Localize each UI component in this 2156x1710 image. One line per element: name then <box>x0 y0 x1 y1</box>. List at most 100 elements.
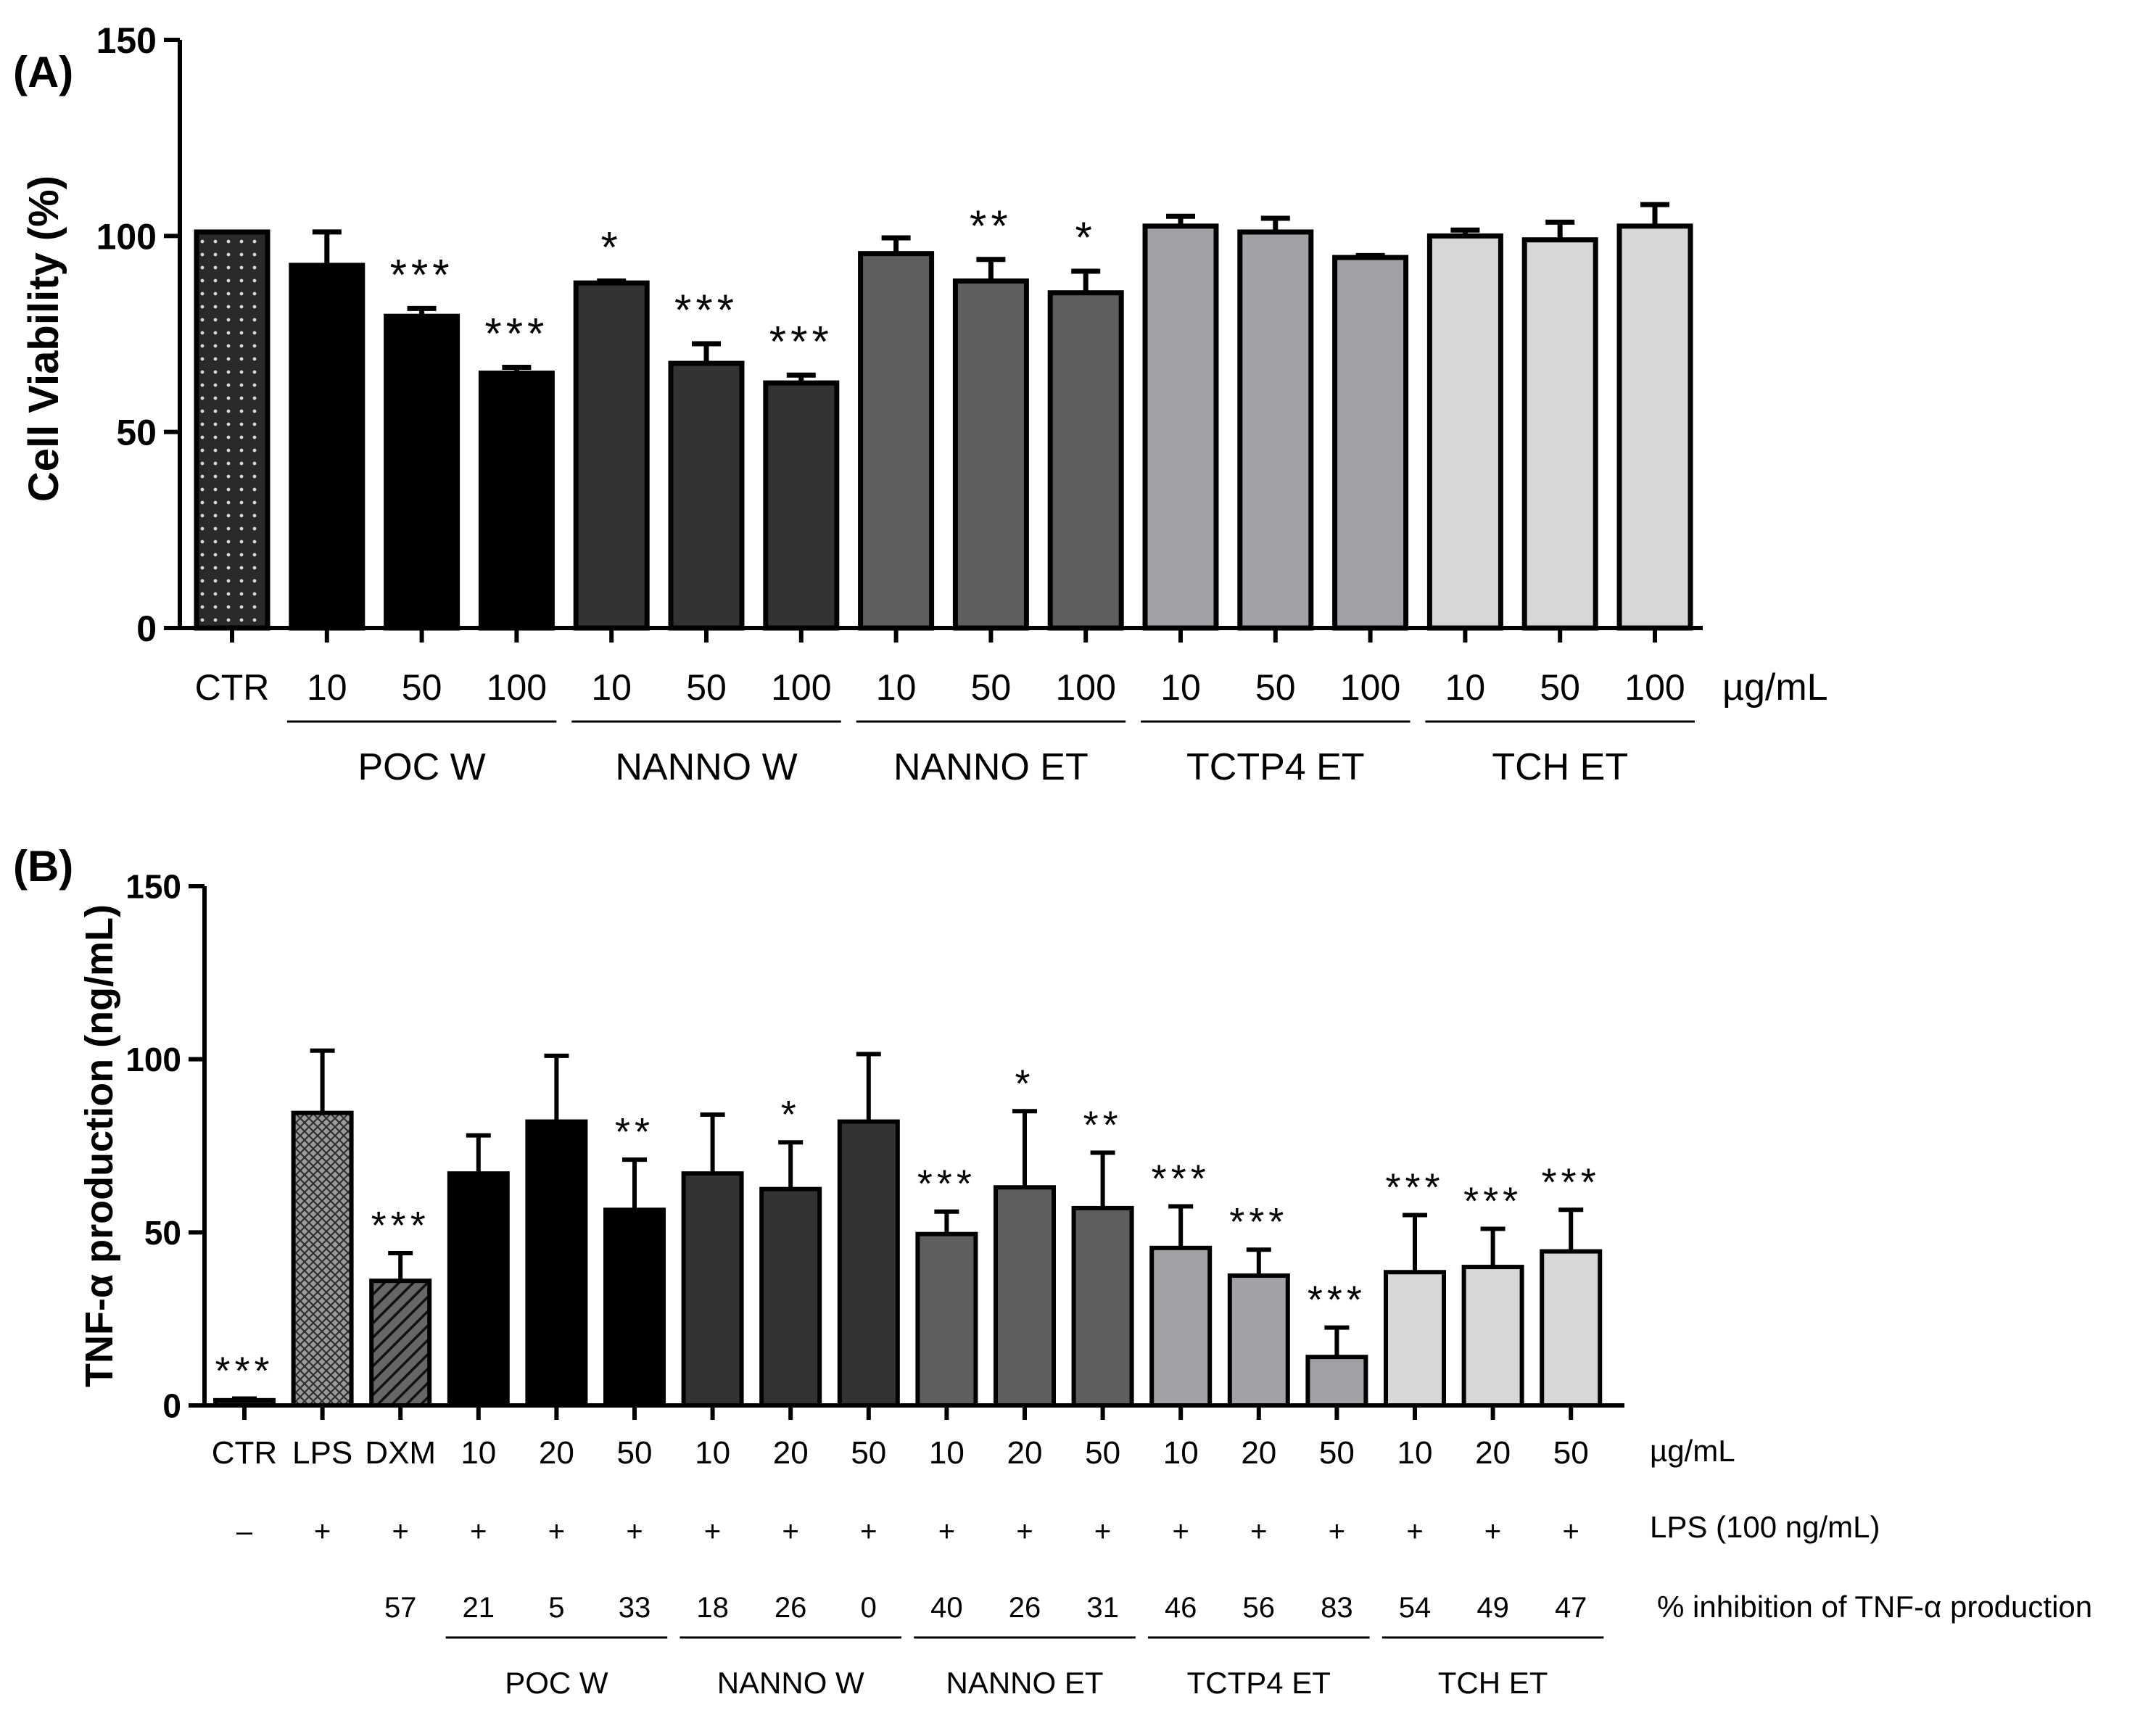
lps-sign: + <box>860 1516 877 1548</box>
significance-label: ** <box>1083 1104 1123 1147</box>
lps-sign: + <box>1250 1516 1267 1548</box>
inhibition-value: 47 <box>1555 1592 1587 1624</box>
panel-label-b: (B) <box>13 842 73 891</box>
bar-7 <box>681 1171 744 1408</box>
x-category-label: 20 <box>1241 1435 1276 1471</box>
panel-b-chart: ******** ******************* *** ***0501001… <box>125 868 1624 1700</box>
group-label: NANNO W <box>717 1666 864 1700</box>
x-category-label: LPS <box>292 1435 352 1471</box>
x-category-label: 20 <box>539 1435 574 1471</box>
bar-10 <box>1047 290 1124 631</box>
x-category-label: 50 <box>1085 1435 1120 1471</box>
group-label: TCH ET <box>1492 746 1628 788</box>
bar-14 <box>1426 233 1503 631</box>
significance-label: ** <box>970 202 1012 250</box>
inhibition-value: 46 <box>1165 1592 1197 1624</box>
y-tick-label: 50 <box>144 1214 181 1252</box>
bar-3 <box>384 313 460 631</box>
inhibition-value: 21 <box>463 1592 495 1624</box>
x-category-label: 10 <box>307 667 347 708</box>
group-label: TCTP4 ET <box>1186 746 1365 788</box>
x-category-label: 100 <box>1624 667 1685 708</box>
significance-label: *** <box>390 250 454 299</box>
lps-sign: + <box>938 1516 955 1548</box>
x-category-label: 10 <box>1445 667 1486 708</box>
inhibition-value: 83 <box>1321 1592 1353 1624</box>
inhibition-value: 40 <box>930 1592 963 1624</box>
lps-sign: + <box>782 1516 799 1548</box>
lps-sign: + <box>1173 1516 1189 1548</box>
lps-sign: + <box>392 1516 409 1548</box>
x-category-label: 10 <box>876 667 917 708</box>
lps-sign: + <box>470 1516 487 1548</box>
bar-4 <box>447 1171 510 1408</box>
group-label: TCTP4 ET <box>1187 1666 1331 1700</box>
x-category-label: 100 <box>1340 667 1400 708</box>
inhibition-value: 18 <box>696 1592 729 1624</box>
bar-2 <box>289 263 365 631</box>
x-category-label: 10 <box>1160 667 1201 708</box>
bar-2 <box>291 1110 354 1408</box>
lps-sign: + <box>626 1516 643 1548</box>
x-category-label: 10 <box>460 1435 496 1471</box>
lps-row-label: LPS (100 ng/mL) <box>1650 1510 1880 1544</box>
lps-sign: + <box>704 1516 721 1548</box>
x-category-label: 100 <box>1055 667 1115 708</box>
lps-sign: + <box>1484 1516 1501 1548</box>
bar-9 <box>952 278 1029 631</box>
significance-label: * <box>781 1093 801 1136</box>
bar-1 <box>194 229 270 631</box>
group-label: NANNO ET <box>946 1666 1103 1700</box>
significance-label: * <box>1075 213 1096 262</box>
x-category-label: 10 <box>591 667 632 708</box>
bar-7 <box>763 380 840 631</box>
inhibition-value: 26 <box>775 1592 807 1624</box>
bar-5 <box>525 1119 588 1408</box>
significance-label: *** <box>674 286 738 334</box>
panel-label-a: (A) <box>13 48 73 96</box>
group-label: NANNO W <box>615 746 797 788</box>
significance-label: *** <box>769 317 833 365</box>
bar-5 <box>573 280 650 631</box>
bar-18 <box>1540 1249 1603 1408</box>
x-category-label: 50 <box>851 1435 886 1471</box>
inhibition-value: 56 <box>1243 1592 1276 1624</box>
y-tick-label: 150 <box>96 20 157 61</box>
lps-sign: – <box>236 1516 253 1548</box>
bar-16 <box>1384 1270 1446 1408</box>
lps-sign: + <box>314 1516 331 1548</box>
x-category-label: CTR <box>195 667 270 708</box>
inhibition-value: 0 <box>861 1592 877 1624</box>
bar-12 <box>1071 1205 1134 1408</box>
inhibition-value: 54 <box>1399 1592 1432 1624</box>
x-category-label: 50 <box>686 667 727 708</box>
x-category-label: DXM <box>365 1435 436 1471</box>
significance-label: *** <box>917 1162 976 1206</box>
inhibition-value: 26 <box>1009 1592 1041 1624</box>
x-category-label: 20 <box>1475 1435 1511 1471</box>
inhibition-row-label: % inhibition of TNF-α production <box>1657 1590 2092 1624</box>
bar-14 <box>1227 1273 1290 1408</box>
y-tick-label: 100 <box>96 216 157 257</box>
bar-17 <box>1461 1265 1524 1408</box>
x-category-label: 100 <box>487 667 547 708</box>
x-category-label: 50 <box>1553 1435 1589 1471</box>
significance-label: *** <box>1542 1160 1601 1204</box>
y-tick-label: 150 <box>125 868 181 906</box>
inhibition-value: 31 <box>1086 1592 1119 1624</box>
inhibition-value: 5 <box>548 1592 564 1624</box>
significance-label: * <box>601 223 622 272</box>
y-tick-label: 0 <box>162 1387 181 1425</box>
x-category-label: 50 <box>1255 667 1296 708</box>
unit-label-a: µg/mL <box>1722 666 1828 709</box>
bar-8 <box>858 251 935 631</box>
bar-12 <box>1237 229 1314 631</box>
x-category-label: 10 <box>1397 1435 1433 1471</box>
bar-13 <box>1149 1245 1213 1408</box>
lps-sign: + <box>1329 1516 1345 1548</box>
bar-16 <box>1616 223 1693 631</box>
y-tick-label: 50 <box>116 413 157 453</box>
bar-9 <box>837 1119 900 1408</box>
